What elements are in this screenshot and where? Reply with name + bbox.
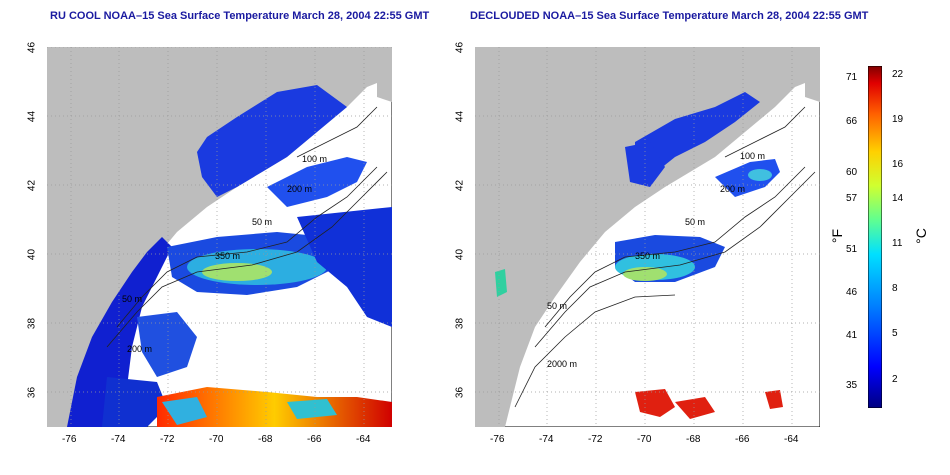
contour-label: 100 m xyxy=(740,151,765,161)
left-map: 100 m 200 m 50 m 350 m 50 m 200 m xyxy=(47,47,392,427)
y-tick-label: 40 xyxy=(26,248,38,261)
colorbar-c-tick: 5 xyxy=(892,328,898,339)
y-tick-label: 42 xyxy=(454,179,466,192)
y-tick-label: 44 xyxy=(454,110,466,123)
sst-gulf-stream xyxy=(157,387,392,427)
y-tick-label: 36 xyxy=(454,386,466,399)
x-tick-label: -70 xyxy=(637,434,652,445)
contour-label: 350 m xyxy=(635,251,660,261)
y-tick-label: 40 xyxy=(454,248,466,261)
colorbar-f-tick: 71 xyxy=(846,72,858,83)
colorbar-c-tick: 14 xyxy=(892,193,904,204)
contour-label: 200 m xyxy=(127,344,152,354)
x-tick-label: -66 xyxy=(307,434,322,445)
x-tick-label: -72 xyxy=(160,434,175,445)
x-tick-label: -68 xyxy=(686,434,701,445)
right-map: 100 m 200 m 50 m 350 m 50 m 2000 m xyxy=(475,47,820,427)
contour-label: 200 m xyxy=(720,184,745,194)
x-tick-label: -66 xyxy=(735,434,750,445)
contour-label: 50 m xyxy=(122,294,142,304)
sst-gulf-of-maine xyxy=(197,85,347,197)
x-tick-label: -76 xyxy=(62,434,77,445)
y-tick-label: 44 xyxy=(26,110,38,123)
land-mass xyxy=(475,47,820,427)
colorbar-c-tick: 22 xyxy=(892,69,904,80)
contour-label: 2000 m xyxy=(547,359,577,369)
contour-label: 350 m xyxy=(215,251,240,261)
colorbar-c-tick: 8 xyxy=(892,283,898,294)
contour-label: 100 m xyxy=(302,154,327,164)
colorbar-f-tick: 57 xyxy=(846,193,858,204)
contour-label: 50 m xyxy=(252,217,272,227)
x-tick-label: -74 xyxy=(539,434,554,445)
colorbar-c-tick: 11 xyxy=(892,238,903,249)
land-mass xyxy=(47,47,392,427)
y-tick-label: 42 xyxy=(26,179,38,192)
colorbar-f-tick: 46 xyxy=(846,287,858,298)
colorbar-f-tick: 66 xyxy=(846,116,858,127)
y-tick-label: 36 xyxy=(26,386,38,399)
y-tick-label: 46 xyxy=(454,41,466,54)
y-tick-label: 46 xyxy=(26,41,38,54)
colorbar-f-tick: 41 xyxy=(846,330,858,341)
colorbar-f-tick: 35 xyxy=(846,380,858,391)
x-tick-label: -64 xyxy=(356,434,371,445)
x-tick-label: -72 xyxy=(588,434,603,445)
colorbar-c-tick: 19 xyxy=(892,114,904,125)
contour-label: 50 m xyxy=(547,301,567,311)
x-tick-label: -70 xyxy=(209,434,224,445)
y-tick-label: 38 xyxy=(454,317,466,330)
contour-label: 200 m xyxy=(287,184,312,194)
x-tick-label: -76 xyxy=(490,434,505,445)
left-map-title: RU COOL NOAA–15 Sea Surface Temperature … xyxy=(50,10,430,22)
x-tick-label: -64 xyxy=(784,434,799,445)
sst-gulf-of-maine xyxy=(635,92,760,177)
colorbar-c-tick: 16 xyxy=(892,159,904,170)
colorbar-f-tick: 51 xyxy=(846,244,858,255)
x-tick-label: -74 xyxy=(111,434,126,445)
contour-label: 50 m xyxy=(685,217,705,227)
y-tick-label: 38 xyxy=(26,317,38,330)
colorbar-fahrenheit-label: °F xyxy=(829,228,846,244)
colorbar-f-tick: 60 xyxy=(846,167,858,178)
right-map-title: DECLOUDED NOAA–15 Sea Surface Temperatur… xyxy=(470,10,869,22)
colorbar-c-tick: 2 xyxy=(892,374,898,385)
x-tick-label: -68 xyxy=(258,434,273,445)
colorbar xyxy=(868,66,882,408)
colorbar-celsius-label: °C xyxy=(912,228,929,244)
